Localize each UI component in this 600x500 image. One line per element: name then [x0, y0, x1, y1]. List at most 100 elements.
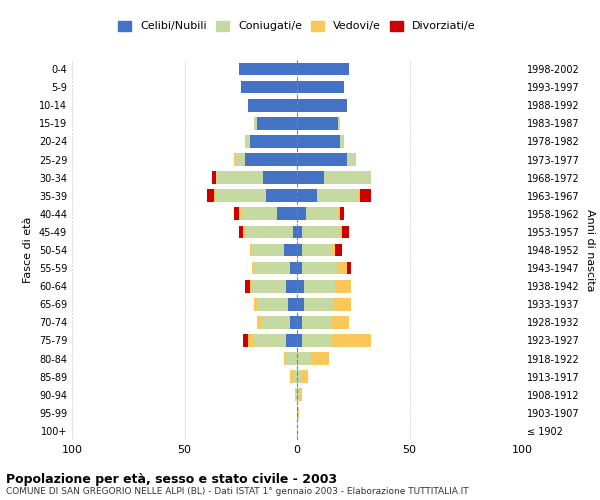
Bar — [250, 244, 252, 256]
Bar — [245, 135, 250, 148]
Bar — [248, 99, 297, 112]
Bar — [297, 135, 340, 148]
Bar — [236, 153, 245, 166]
Bar — [297, 153, 347, 166]
Bar — [297, 172, 324, 184]
Bar — [290, 370, 293, 383]
Bar — [290, 262, 297, 274]
Bar — [335, 244, 342, 256]
Bar — [254, 334, 286, 347]
Bar — [245, 226, 293, 238]
Bar — [297, 334, 302, 347]
Bar — [250, 280, 252, 292]
Bar — [302, 334, 331, 347]
Bar — [317, 190, 358, 202]
Bar — [297, 226, 302, 238]
Bar — [216, 172, 263, 184]
Legend: Celibi/Nubili, Coniugati/e, Vedovi/e, Divorziati/e: Celibi/Nubili, Coniugati/e, Vedovi/e, Di… — [114, 16, 480, 36]
Bar — [245, 280, 250, 292]
Bar — [297, 81, 344, 94]
Bar — [324, 172, 371, 184]
Bar — [297, 370, 302, 383]
Bar — [340, 208, 344, 220]
Bar — [252, 262, 254, 274]
Bar — [288, 298, 297, 310]
Bar — [297, 406, 299, 419]
Bar — [286, 280, 297, 292]
Bar — [337, 262, 347, 274]
Bar — [261, 316, 290, 328]
Bar — [248, 334, 254, 347]
Bar — [241, 81, 297, 94]
Bar — [245, 153, 297, 166]
Bar — [306, 208, 337, 220]
Bar — [284, 244, 297, 256]
Bar — [299, 388, 302, 401]
Text: COMUNE DI SAN GREGORIO NELLE ALPI (BL) - Dati ISTAT 1° gennaio 2003 - Elaborazio: COMUNE DI SAN GREGORIO NELLE ALPI (BL) -… — [6, 488, 469, 496]
Bar — [265, 190, 297, 202]
Y-axis label: Fasce di età: Fasce di età — [23, 217, 33, 283]
Bar — [234, 153, 236, 166]
Bar — [286, 352, 297, 365]
Bar — [257, 117, 297, 130]
Bar — [257, 298, 288, 310]
Bar — [297, 280, 304, 292]
Bar — [243, 334, 248, 347]
Bar — [360, 190, 371, 202]
Bar — [331, 244, 335, 256]
Bar — [302, 262, 337, 274]
Bar — [297, 352, 311, 365]
Bar — [257, 316, 261, 328]
Bar — [302, 226, 340, 238]
Bar — [293, 370, 297, 383]
Bar — [297, 117, 337, 130]
Bar — [342, 226, 349, 238]
Bar — [239, 208, 241, 220]
Bar — [250, 135, 297, 148]
Bar — [286, 334, 297, 347]
Bar — [297, 62, 349, 76]
Bar — [337, 117, 340, 130]
Bar — [304, 298, 333, 310]
Bar — [214, 190, 216, 202]
Bar — [311, 352, 329, 365]
Bar — [297, 298, 304, 310]
Bar — [347, 262, 351, 274]
Text: Popolazione per età, sesso e stato civile - 2003: Popolazione per età, sesso e stato civil… — [6, 472, 337, 486]
Bar — [216, 190, 265, 202]
Bar — [337, 208, 340, 220]
Bar — [297, 388, 299, 401]
Bar — [304, 280, 335, 292]
Bar — [297, 262, 302, 274]
Bar — [340, 135, 344, 148]
Bar — [239, 62, 297, 76]
Bar — [297, 99, 347, 112]
Bar — [297, 190, 317, 202]
Bar — [297, 244, 302, 256]
Bar — [347, 153, 355, 166]
Bar — [277, 208, 297, 220]
Bar — [243, 226, 245, 238]
Bar — [297, 208, 306, 220]
Bar — [234, 208, 239, 220]
Bar — [254, 117, 257, 130]
Bar — [295, 388, 297, 401]
Bar — [331, 316, 349, 328]
Bar — [239, 226, 243, 238]
Bar — [212, 172, 216, 184]
Bar — [333, 298, 351, 310]
Bar — [207, 190, 214, 202]
Bar — [302, 244, 331, 256]
Bar — [302, 370, 308, 383]
Bar — [358, 190, 360, 202]
Bar — [340, 226, 342, 238]
Bar — [252, 244, 284, 256]
Bar — [254, 298, 257, 310]
Bar — [302, 316, 331, 328]
Bar — [335, 280, 351, 292]
Bar — [331, 334, 371, 347]
Bar — [254, 262, 290, 274]
Bar — [252, 280, 286, 292]
Y-axis label: Anni di nascita: Anni di nascita — [585, 209, 595, 291]
Bar — [284, 352, 286, 365]
